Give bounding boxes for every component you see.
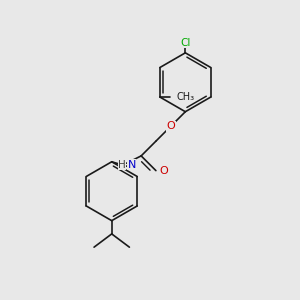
- Text: N: N: [128, 160, 136, 170]
- Text: O: O: [159, 166, 168, 176]
- Text: H: H: [118, 160, 126, 170]
- Text: Cl: Cl: [180, 38, 190, 47]
- Text: O: O: [166, 122, 175, 131]
- Text: CH₃: CH₃: [176, 92, 194, 102]
